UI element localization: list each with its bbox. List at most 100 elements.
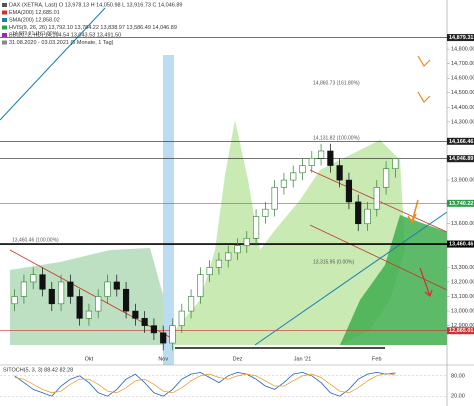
indicator-title: SITOCH(5, 3, 3) 88.42 82.28	[3, 367, 73, 373]
candle-body	[20, 281, 28, 297]
price-level-box	[447, 34, 474, 42]
annotation: 14,131.82 (100.00%)	[313, 136, 360, 142]
candle-body	[392, 158, 399, 170]
annotation: 13,460.46 (100.00%)	[12, 237, 59, 243]
candle-body	[76, 296, 83, 319]
y-tick-label: 13,200.00	[451, 279, 474, 285]
candle-body	[225, 252, 232, 261]
candle-body	[364, 208, 371, 225]
legend-text: DAX (XETRA, Last) O 13,978.13 H 14,050.9…	[9, 2, 182, 8]
indicator-tick-label: 20.00	[451, 394, 465, 400]
annotation: 13,315.95 (0.00%)	[313, 259, 354, 265]
price-level-label: 13,740.22	[449, 201, 473, 207]
candle-body	[132, 310, 139, 319]
y-tick-label: 13,100.00	[451, 294, 474, 300]
candle-body	[95, 296, 102, 312]
candle-body	[113, 281, 120, 290]
candle-body	[187, 296, 195, 312]
legend-icon	[2, 18, 7, 22]
x-tick-label: Okt	[85, 356, 94, 362]
legend-icon	[2, 40, 7, 45]
price-level-box	[447, 137, 474, 145]
candle-body	[48, 288, 55, 305]
candle-body	[122, 288, 130, 312]
y-tick-label: 12,900.00	[451, 323, 474, 329]
indicator-line	[14, 373, 396, 394]
candle-body	[355, 201, 362, 225]
candle-body	[160, 332, 167, 344]
indicator-tick-label: 80.00	[451, 373, 465, 379]
y-tick-label: 13,000.00	[451, 309, 474, 315]
y-tick-label: 14,500.00	[451, 90, 474, 96]
legend-icon	[2, 33, 7, 37]
annotation: 14,860.73 (161.80%)	[313, 80, 360, 86]
candle-body	[85, 310, 93, 319]
candle-body	[39, 274, 46, 290]
candle-body	[11, 296, 18, 305]
price-level-label: 14,046.89	[449, 156, 473, 162]
candle-body	[197, 274, 204, 297]
cloud-right	[340, 215, 447, 345]
legend-text: EMA(200) 12,685.01	[9, 10, 60, 16]
legend-icon	[2, 25, 7, 30]
x-tick-label: Dez	[233, 356, 243, 362]
candle-body	[141, 318, 148, 326]
legend-text: 31.08.2020 - 03.03.2021 (5 Monate, 1 Tag…	[9, 40, 114, 46]
arrow	[407, 199, 419, 224]
annotation: 14,879.31 (161.80%)	[12, 31, 59, 37]
highlight-band	[163, 55, 174, 365]
y-tick-label: 14,800.00	[451, 47, 474, 53]
candle-body	[373, 187, 380, 210]
legend-text: SMA(200) 12,858.02	[9, 17, 60, 23]
arrow	[417, 55, 431, 67]
candle-body	[271, 187, 278, 210]
price-level-box	[447, 240, 474, 248]
candle-body	[67, 281, 74, 297]
candle-body	[290, 172, 297, 181]
candle-body	[299, 165, 306, 174]
candle-body	[104, 281, 111, 297]
price-level-label: 14,166.46	[449, 139, 473, 145]
candle-body	[57, 281, 65, 305]
candle-body	[327, 150, 334, 166]
ema-line	[0, 7, 106, 121]
sma-line	[254, 211, 448, 346]
y-tick-label: 13,900.00	[451, 178, 474, 184]
legend-text: HVIS(9, 26, 26) 13,792.10 13,784.22 13,8…	[9, 25, 177, 31]
candle-body	[317, 150, 325, 159]
candle-body	[252, 216, 260, 239]
candle-body	[345, 179, 353, 203]
cloud-band	[175, 120, 405, 345]
y-tick-label: 13,300.00	[451, 265, 474, 271]
x-tick-label: Jan '21	[294, 356, 312, 362]
price-level-label: 14,879.31	[449, 35, 473, 41]
candle-body	[280, 179, 288, 188]
arrow	[417, 91, 431, 103]
price-level-box	[447, 199, 474, 207]
candle-body	[215, 259, 223, 268]
x-tick-label: Nov	[158, 356, 168, 362]
candle-body	[169, 325, 176, 344]
y-tick-label: 14,600.00	[451, 76, 474, 82]
candle-body	[234, 245, 241, 254]
candle-body	[336, 165, 343, 181]
price-level-label: 12,865.01	[449, 328, 473, 334]
y-tick-label: 14,700.00	[451, 61, 474, 67]
y-tick-label: 13,600.00	[451, 221, 474, 227]
y-tick-label: 14,300.00	[451, 119, 474, 125]
legend-icon	[2, 10, 7, 15]
candle-body	[243, 237, 250, 246]
legend-text: BB(20, 2, HD) 14,104.54 13,043.53 13,491…	[9, 32, 121, 38]
price-level-label: 13,460.46	[449, 242, 473, 248]
candle-body	[382, 168, 390, 188]
candle-body	[178, 310, 185, 326]
legend-icon	[2, 3, 7, 7]
price-level-box	[447, 155, 474, 163]
x-tick-label: Feb	[372, 356, 381, 362]
candle-body	[308, 157, 315, 166]
candle-body	[262, 208, 269, 217]
candle-body	[206, 267, 213, 275]
price-level-box	[447, 327, 474, 335]
y-tick-label: 14,400.00	[451, 105, 474, 111]
